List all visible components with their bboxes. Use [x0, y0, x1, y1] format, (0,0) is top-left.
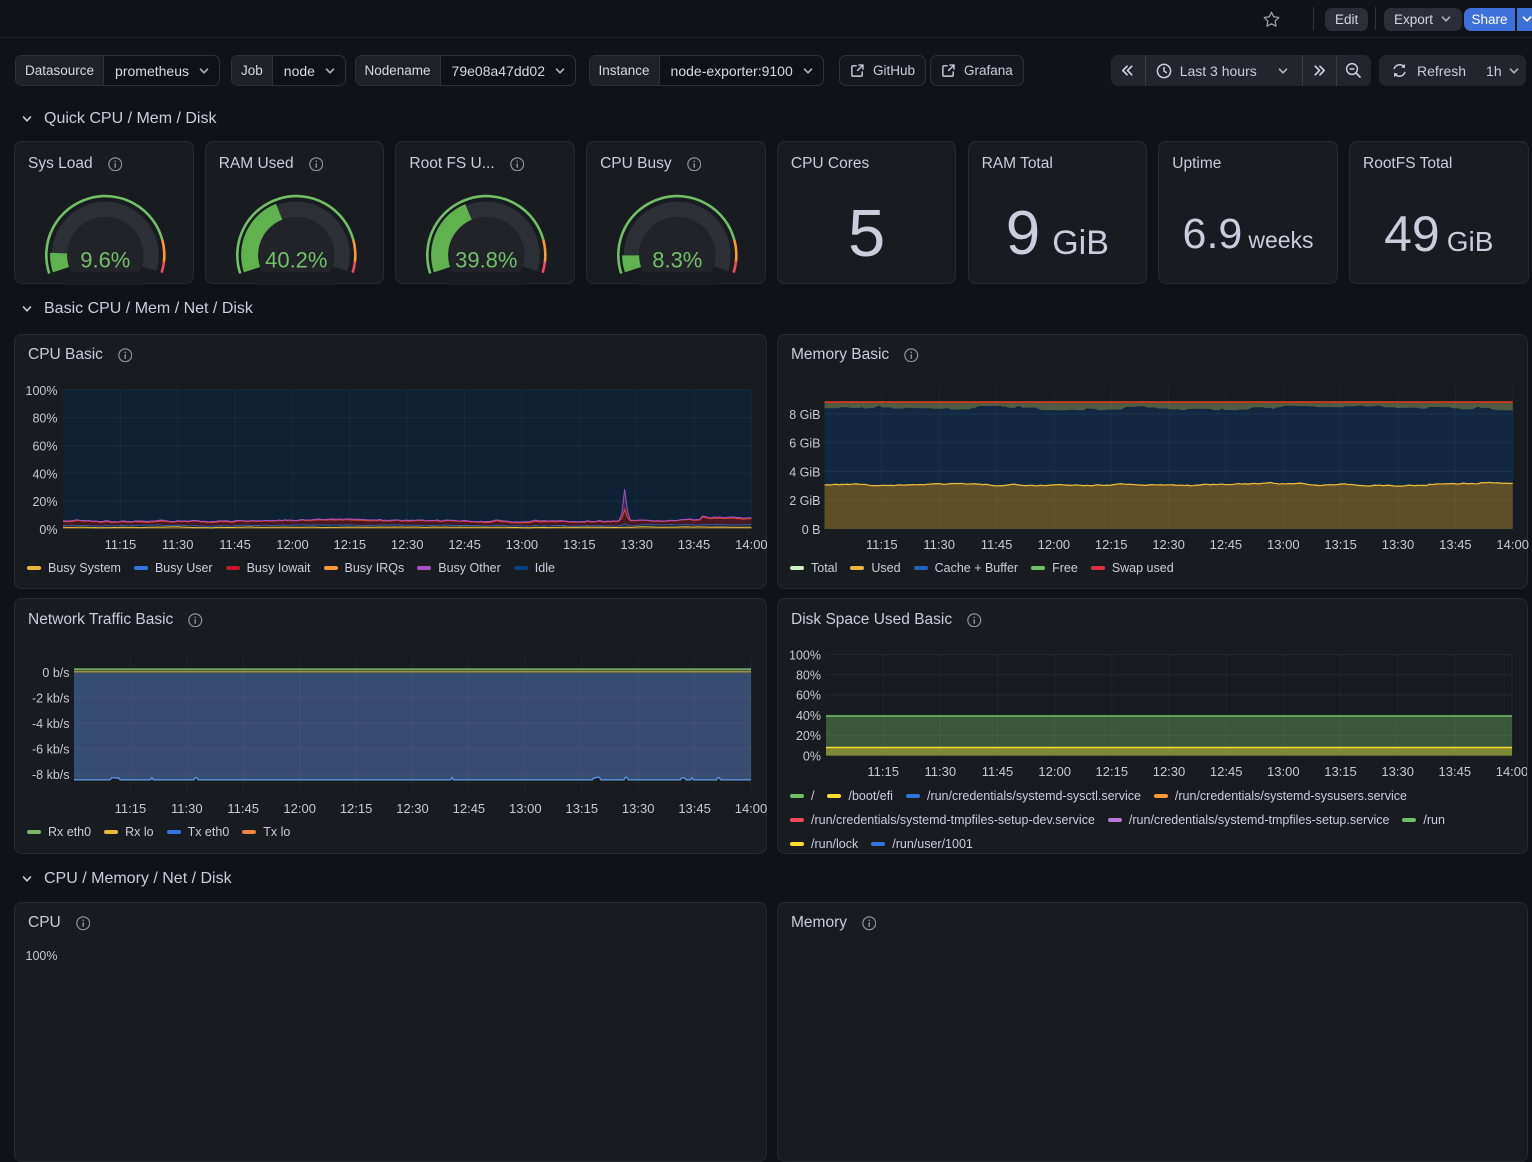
svg-text:14:00: 14:00 [1496, 537, 1529, 552]
svg-text:60%: 60% [796, 689, 821, 703]
svg-text:11:45: 11:45 [982, 764, 1014, 779]
svg-text:12:45: 12:45 [453, 801, 486, 816]
svg-text:11:30: 11:30 [923, 537, 955, 552]
svg-text:13:30: 13:30 [622, 801, 655, 816]
svg-text:14:00: 14:00 [1496, 764, 1528, 779]
svg-text:11:15: 11:15 [866, 537, 898, 552]
svg-text:40%: 40% [796, 709, 821, 723]
svg-text:11:45: 11:45 [219, 537, 251, 552]
svg-text:8 GiB: 8 GiB [789, 407, 820, 421]
svg-text:13:30: 13:30 [1382, 537, 1415, 552]
svg-text:40.2%: 40.2% [265, 248, 327, 273]
svg-text:-8 kb/s: -8 kb/s [32, 768, 70, 782]
svg-text:13:30: 13:30 [620, 537, 653, 552]
svg-text:13:15: 13:15 [566, 801, 599, 816]
svg-text:13:45: 13:45 [678, 537, 711, 552]
svg-text:13:45: 13:45 [678, 801, 711, 816]
svg-text:11:30: 11:30 [925, 764, 957, 779]
svg-text:20%: 20% [796, 729, 821, 743]
svg-text:13:00: 13:00 [1267, 537, 1300, 552]
svg-text:9.6%: 9.6% [80, 248, 130, 273]
svg-text:11:15: 11:15 [867, 764, 899, 779]
svg-text:11:45: 11:45 [227, 801, 259, 816]
svg-text:80%: 80% [796, 669, 821, 683]
svg-text:6 GiB: 6 GiB [789, 436, 820, 450]
svg-text:12:45: 12:45 [1210, 764, 1243, 779]
svg-text:11:15: 11:15 [115, 801, 147, 816]
svg-text:12:30: 12:30 [1153, 764, 1186, 779]
svg-text:80%: 80% [32, 411, 57, 425]
svg-text:11:30: 11:30 [171, 801, 203, 816]
svg-text:12:45: 12:45 [448, 537, 481, 552]
svg-text:14:00: 14:00 [735, 801, 768, 816]
svg-text:11:45: 11:45 [981, 537, 1013, 552]
svg-text:-6 kb/s: -6 kb/s [32, 743, 70, 757]
svg-text:14:00: 14:00 [735, 537, 768, 552]
svg-text:12:15: 12:15 [1095, 537, 1128, 552]
svg-text:13:45: 13:45 [1439, 537, 1472, 552]
svg-text:13:00: 13:00 [509, 801, 542, 816]
svg-text:12:30: 12:30 [391, 537, 424, 552]
svg-text:100%: 100% [789, 649, 821, 663]
svg-text:13:15: 13:15 [1324, 764, 1357, 779]
svg-text:13:00: 13:00 [1267, 764, 1300, 779]
svg-text:12:00: 12:00 [1038, 764, 1071, 779]
svg-text:12:00: 12:00 [283, 801, 316, 816]
svg-text:0%: 0% [803, 750, 821, 764]
svg-text:40%: 40% [32, 467, 57, 481]
svg-text:12:30: 12:30 [396, 801, 429, 816]
svg-text:4 GiB: 4 GiB [789, 465, 820, 479]
svg-text:8.3%: 8.3% [652, 248, 702, 273]
svg-text:39.8%: 39.8% [455, 248, 517, 273]
svg-text:11:15: 11:15 [105, 537, 137, 552]
svg-text:0 B: 0 B [802, 522, 821, 536]
svg-text:0 b/s: 0 b/s [42, 666, 69, 680]
svg-text:2 GiB: 2 GiB [789, 494, 820, 508]
svg-text:12:00: 12:00 [1038, 537, 1071, 552]
svg-text:100%: 100% [26, 383, 58, 397]
svg-text:12:30: 12:30 [1152, 537, 1185, 552]
svg-text:60%: 60% [32, 439, 57, 453]
svg-text:13:30: 13:30 [1381, 764, 1414, 779]
svg-text:12:15: 12:15 [334, 537, 367, 552]
svg-text:12:45: 12:45 [1210, 537, 1243, 552]
svg-text:-4 kb/s: -4 kb/s [32, 717, 70, 731]
svg-text:-2 kb/s: -2 kb/s [32, 692, 70, 706]
svg-text:0%: 0% [39, 522, 57, 536]
svg-text:13:45: 13:45 [1439, 764, 1472, 779]
svg-text:13:00: 13:00 [506, 537, 539, 552]
svg-text:12:00: 12:00 [276, 537, 309, 552]
svg-text:12:15: 12:15 [1096, 764, 1129, 779]
svg-text:12:15: 12:15 [340, 801, 373, 816]
svg-text:11:30: 11:30 [162, 537, 194, 552]
svg-text:13:15: 13:15 [1324, 537, 1357, 552]
svg-text:20%: 20% [32, 495, 57, 509]
svg-text:13:15: 13:15 [563, 537, 596, 552]
